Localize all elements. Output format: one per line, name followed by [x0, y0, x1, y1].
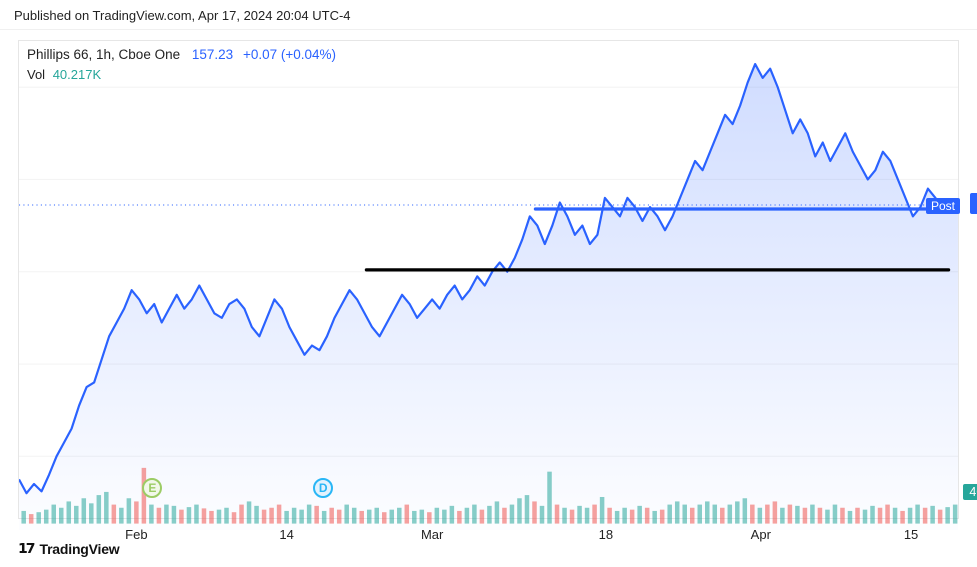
tradingview-logo: 𝟭𝟳 TradingView: [18, 540, 120, 557]
post-price-tag: 156.71: [970, 198, 977, 214]
x-axis-label: 18: [599, 527, 613, 542]
x-axis-label: Apr: [751, 527, 771, 542]
post-label: Post: [926, 198, 960, 214]
price-change: +0.07 (+0.04%): [243, 47, 336, 62]
vol-value: 40.217K: [53, 67, 101, 82]
event-marker-e[interactable]: E: [142, 478, 162, 498]
x-axis-label: 15: [904, 527, 918, 542]
last-price: 157.23: [192, 47, 233, 62]
logo-icon: 𝟭𝟳: [18, 540, 33, 557]
publish-text: Published on TradingView.com, Apr 17, 20…: [14, 8, 351, 23]
x-axis-label: Mar: [421, 527, 443, 542]
event-marker-d[interactable]: D: [313, 478, 333, 498]
symbol-info: Phillips 66, 1h, Cboe One 157.23 +0.07 (…: [27, 47, 336, 62]
logo-text: TradingView: [39, 541, 119, 557]
x-axis-label: Feb: [125, 527, 147, 542]
publish-bar: Published on TradingView.com, Apr 17, 20…: [0, 0, 977, 30]
price-chart[interactable]: [19, 41, 958, 530]
x-axis-label: 14: [279, 527, 293, 542]
vol-label: Vol: [27, 67, 45, 82]
chart-frame: Phillips 66, 1h, Cboe One 157.23 +0.07 (…: [18, 40, 959, 519]
volume-info: Vol 40.217K: [27, 67, 101, 82]
volume-axis-tag: 40.217K: [963, 484, 977, 500]
symbol-label: Phillips 66, 1h, Cboe One: [27, 47, 180, 62]
